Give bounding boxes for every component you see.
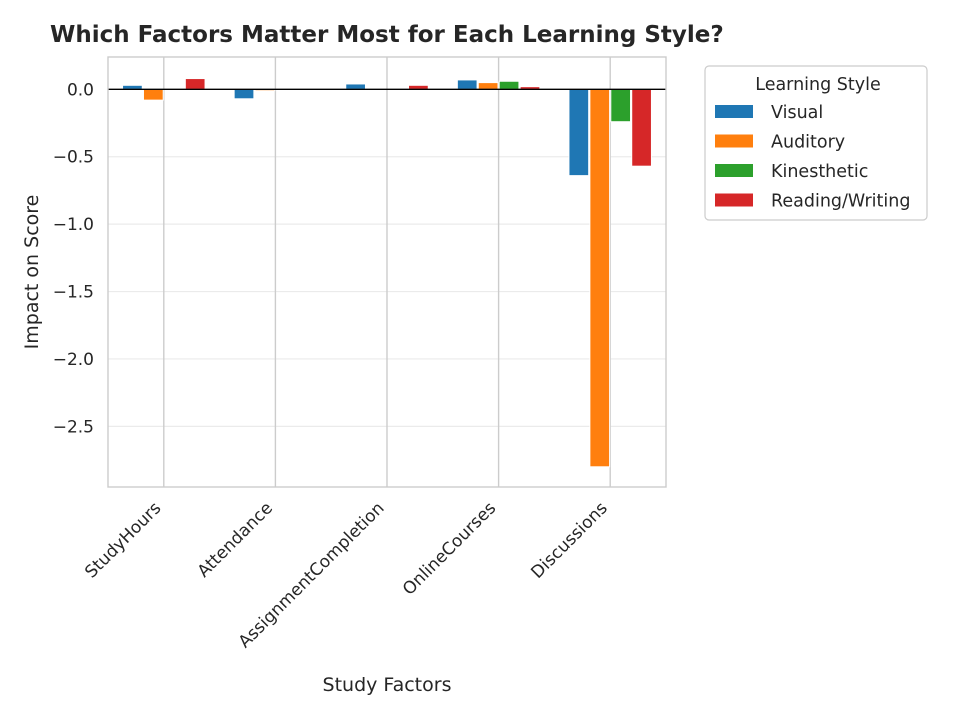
bar-visual-assignmentcompletion [345, 83, 366, 90]
y-tick-label: −1.0 [53, 215, 94, 235]
x-tick-label: StudyHours [81, 498, 165, 582]
legend-entry: Visual [771, 103, 823, 123]
bar-visual-attendance [233, 88, 255, 100]
plot-frame [107, 56, 667, 488]
legend-entry: Reading/Writing [771, 192, 910, 212]
y-tick-label: 0.0 [67, 80, 94, 100]
x-axis-label: Study Factors [323, 674, 452, 696]
x-tick-label: Attendance [194, 498, 277, 581]
bar-kinesthetic-discussions [610, 88, 632, 123]
legend-title: Learning Style [755, 75, 881, 95]
legend-frame [704, 65, 928, 221]
bar-auditory-onlinecourses [477, 82, 499, 90]
bar-reading-writing-discussions [631, 88, 652, 167]
bar-auditory-discussions [589, 88, 611, 468]
legend-swatch [715, 164, 753, 177]
bar-reading-writing-studyhours [184, 78, 206, 90]
legend: Learning Style Visual Auditory Kinesthetic R… [704, 65, 928, 221]
legend-swatch [715, 105, 753, 118]
x-tick-label: OnlineCourses [399, 498, 500, 599]
legend-entry: Auditory [771, 133, 845, 153]
chart-title: Which Factors Matter Most for Each Learn… [50, 22, 724, 48]
legend-swatch [715, 193, 753, 207]
y-tick-label: −2.0 [53, 350, 94, 370]
bar-visual-discussions [568, 88, 590, 177]
bar-visual-onlinecourses [456, 79, 478, 90]
y-tick-label: −1.5 [53, 283, 94, 303]
y-tick-label: −0.5 [53, 148, 94, 168]
bar-auditory-studyhours [142, 88, 164, 101]
legend-entry: Kinesthetic [771, 162, 868, 182]
legend-swatch [715, 134, 753, 148]
y-axis-label: Impact on Score [21, 195, 43, 350]
x-tick-label: Discussions [527, 498, 611, 582]
y-tick-label: −2.5 [53, 417, 94, 437]
plot-area: 0.0 −0.5 −1.0 −1.5 −2.0 −2.5 StudyHours Attenda… [53, 56, 667, 652]
bar-kinesthetic-onlinecourses [498, 80, 520, 90]
